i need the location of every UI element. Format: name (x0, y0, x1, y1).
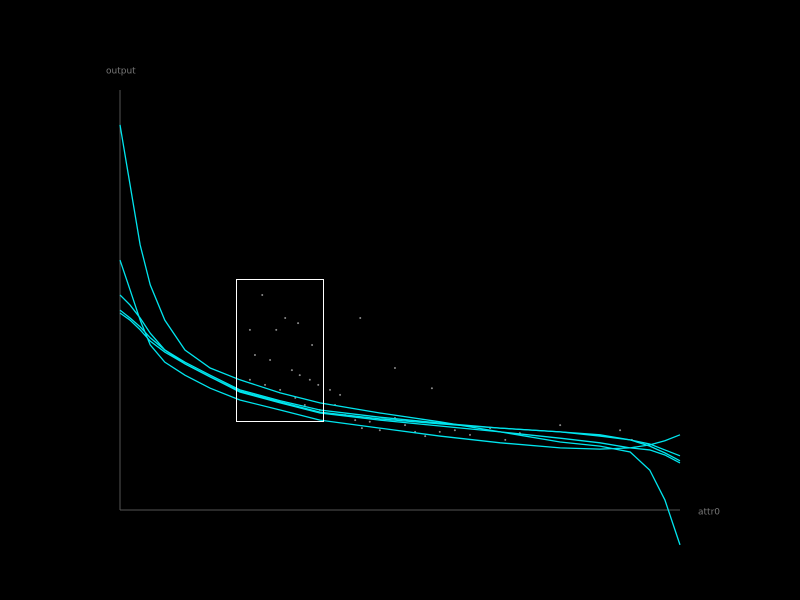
point (504, 438, 507, 441)
point (261, 293, 264, 296)
point (360, 427, 363, 430)
point (378, 429, 381, 432)
point (298, 374, 301, 377)
point (308, 378, 311, 381)
y-axis-label: output (106, 67, 136, 77)
point (469, 433, 471, 436)
point (430, 387, 433, 390)
point (269, 359, 272, 362)
point (619, 429, 622, 432)
point (453, 429, 456, 432)
point (248, 328, 251, 331)
point (438, 430, 441, 433)
brush-selection[interactable] (236, 279, 324, 422)
point (248, 378, 251, 381)
point (311, 343, 314, 346)
point (339, 393, 342, 396)
point (424, 435, 427, 438)
point (253, 354, 256, 357)
plot (119, 90, 681, 546)
point (393, 367, 396, 370)
fit-line (119, 124, 681, 546)
point (303, 404, 306, 406)
x-axis-label: attr0 (698, 508, 720, 518)
point (317, 383, 320, 386)
point (264, 383, 267, 386)
fit-line (119, 312, 681, 464)
point (275, 328, 278, 331)
point (297, 322, 300, 325)
point (290, 369, 293, 372)
point (359, 317, 362, 320)
point (404, 424, 407, 427)
point (284, 317, 287, 320)
point (329, 388, 331, 391)
point (559, 424, 562, 427)
point (354, 419, 357, 422)
fit-line (119, 309, 681, 462)
point (368, 420, 371, 423)
point (279, 388, 282, 391)
